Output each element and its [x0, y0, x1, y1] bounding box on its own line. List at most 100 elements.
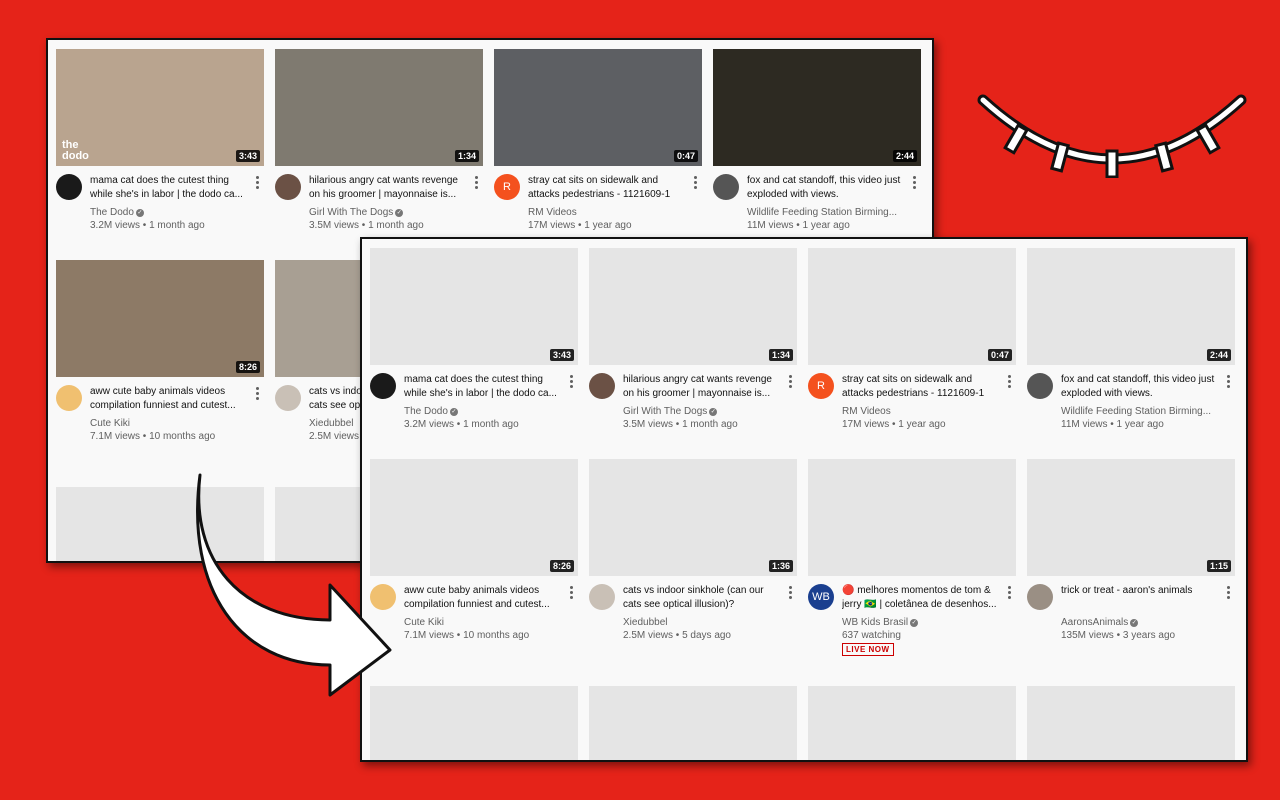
video-title[interactable]: aww cute baby animals videos compilation… [90, 386, 236, 411]
video-thumbnail[interactable]: 1:36 [589, 459, 797, 576]
channel-name[interactable]: WB Kids Brasil✓ [842, 617, 919, 628]
video-title[interactable]: fox and cat standoff, this video just ex… [1061, 374, 1215, 399]
more-options-icon[interactable] [256, 387, 260, 401]
video-thumbnail[interactable] [1027, 686, 1235, 760]
more-options-icon[interactable] [570, 586, 574, 600]
video-title[interactable]: fox and cat standoff, this video just ex… [747, 175, 901, 200]
video-title[interactable]: trick or treat - aaron's animals [1061, 585, 1193, 596]
channel-name[interactable]: Wildlife Feeding Station Birming... [1061, 406, 1212, 417]
duration-badge: 0:47 [673, 150, 698, 162]
channel-avatar[interactable] [1027, 584, 1053, 610]
video-meta: 17M views • 1 year ago [842, 419, 946, 430]
video-thumbnail[interactable] [56, 487, 264, 561]
duration-badge: 1:34 [768, 349, 793, 361]
video-title[interactable]: stray cat sits on sidewalk and attacks p… [842, 374, 985, 399]
channel-avatar[interactable]: R [494, 174, 520, 200]
video-title[interactable]: hilarious angry cat wants revenge on his… [623, 374, 772, 399]
duration-badge: 2:44 [1206, 349, 1231, 361]
video-meta: 11M views • 1 year ago [747, 220, 850, 231]
duration-badge: 8:26 [235, 361, 260, 373]
video-thumbnail[interactable] [808, 459, 1016, 576]
channel-name[interactable]: Girl With The Dogs ✓ [309, 207, 404, 218]
duration-badge: 1:34 [454, 150, 479, 162]
channel-avatar[interactable]: WB [808, 584, 834, 610]
video-thumbnail[interactable] [370, 686, 578, 760]
video-thumbnail[interactable]: 1:34 [275, 49, 483, 166]
more-options-icon[interactable] [1227, 586, 1231, 600]
verified-icon: ✓ [395, 209, 404, 217]
live-badge: LIVE NOW [842, 643, 894, 656]
video-thumbnail[interactable]: 1:15 [1027, 459, 1235, 576]
channel-name[interactable]: The Dodo ✓ [90, 207, 144, 218]
video-title[interactable]: aww cute baby animals videos compilation… [404, 585, 550, 610]
video-title[interactable]: 🔴 melhores momentos de tom & jerry 🇧🇷 | … [842, 585, 997, 610]
channel-avatar[interactable] [1027, 373, 1053, 399]
video-title[interactable]: cats vs indoor sinkhole (can our cats se… [623, 585, 764, 610]
curved-arrow-icon [196, 473, 392, 697]
more-options-icon[interactable] [694, 176, 698, 190]
channel-avatar[interactable] [275, 174, 301, 200]
channel-avatar[interactable]: R [808, 373, 834, 399]
more-options-icon[interactable] [475, 176, 479, 190]
video-meta: 7.1M views • 10 months ago [90, 431, 216, 442]
video-meta: 3.5M views • 1 month ago [309, 220, 424, 231]
channel-name[interactable]: Cute Kiki [404, 617, 445, 628]
more-options-icon[interactable] [570, 375, 574, 389]
channel-avatar[interactable] [589, 584, 615, 610]
video-thumbnail[interactable]: 0:47 [808, 248, 1016, 365]
more-options-icon[interactable] [1008, 586, 1012, 600]
video-title[interactable]: mama cat does the cutest thing while she… [404, 374, 557, 399]
more-options-icon[interactable] [256, 176, 260, 190]
channel-name[interactable]: RM Videos [528, 207, 577, 218]
channel-name[interactable]: RM Videos [842, 406, 891, 417]
channel-avatar[interactable] [370, 584, 396, 610]
channel-name[interactable]: Cute Kiki [90, 418, 131, 429]
channel-name[interactable]: AaronsAnimals✓ [1061, 617, 1139, 628]
channel-name[interactable]: The Dodo ✓ [404, 406, 458, 417]
video-thumbnail[interactable]: 2:44 [1027, 248, 1235, 365]
video-meta: 11M views • 1 year ago [1061, 419, 1164, 430]
channel-name[interactable]: Girl With The Dogs ✓ [623, 406, 718, 417]
video-meta: 2.5M views • 5 days ago [623, 630, 731, 641]
channel-avatar[interactable] [56, 385, 82, 411]
channel-avatar[interactable] [275, 385, 301, 411]
more-options-icon[interactable] [789, 586, 793, 600]
video-thumbnail[interactable]: 8:26 [56, 260, 264, 377]
channel-watermark: the dodo [62, 139, 89, 162]
duration-badge: 2:44 [892, 150, 917, 162]
channel-avatar[interactable] [370, 373, 396, 399]
video-thumbnail[interactable]: 3:43 [370, 248, 578, 365]
duration-badge: 0:47 [987, 349, 1012, 361]
video-thumbnail[interactable]: the dodo 3:43 [56, 49, 264, 166]
verified-icon: ✓ [1130, 619, 1139, 627]
channel-avatar[interactable] [56, 174, 82, 200]
channel-name[interactable]: Xiedubbel [623, 617, 668, 628]
more-options-icon[interactable] [913, 176, 917, 190]
video-title[interactable]: stray cat sits on sidewalk and attacks p… [528, 175, 671, 200]
video-thumbnail[interactable]: 1:34 [589, 248, 797, 365]
video-meta: 3.2M views • 1 month ago [404, 419, 519, 430]
video-title[interactable]: hilarious angry cat wants revenge on his… [309, 175, 458, 200]
video-thumbnail[interactable]: 8:26 [370, 459, 578, 576]
duration-badge: 3:43 [549, 349, 574, 361]
video-thumbnail[interactable]: 0:47 [494, 49, 702, 166]
channel-name[interactable]: Wildlife Feeding Station Birming... [747, 207, 898, 218]
duration-badge: 1:15 [1206, 560, 1231, 572]
more-options-icon[interactable] [789, 375, 793, 389]
channel-avatar[interactable] [589, 373, 615, 399]
screenshot-after: 3:43 mama cat does the cutest thing while… [360, 237, 1248, 762]
verified-icon: ✓ [709, 408, 718, 416]
video-thumbnail[interactable]: 2:44 [713, 49, 921, 166]
video-thumbnail[interactable] [808, 686, 1016, 760]
more-options-icon[interactable] [1227, 375, 1231, 389]
more-options-icon[interactable] [1008, 375, 1012, 389]
video-meta: 135M views • 3 years ago [1061, 630, 1176, 641]
verified-icon: ✓ [135, 209, 144, 217]
duration-badge: 3:43 [235, 150, 260, 162]
video-thumbnail[interactable] [589, 686, 797, 760]
video-meta: 637 watching [842, 630, 901, 641]
video-title[interactable]: mama cat does the cutest thing while she… [90, 175, 243, 200]
channel-avatar[interactable] [713, 174, 739, 200]
video-meta: 3.2M views • 1 month ago [90, 220, 205, 231]
video-meta: 7.1M views • 10 months ago [404, 630, 530, 641]
